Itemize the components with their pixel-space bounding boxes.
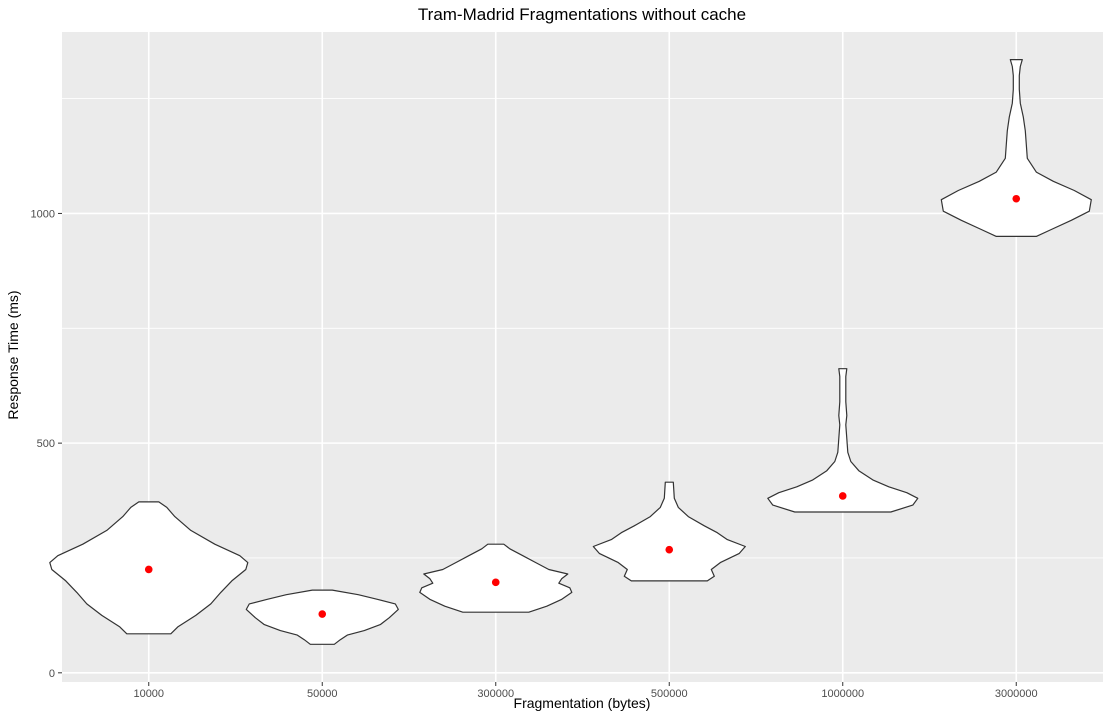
violins-layer (49, 59, 1092, 645)
x-axis-title: Fragmentation (bytes) (514, 695, 651, 711)
y-axis-title: Response Time (ms) (5, 290, 21, 419)
mean-point-300000 (491, 578, 500, 587)
mean-points-layer (144, 194, 1021, 618)
violin-3000000 (940, 59, 1092, 237)
violin-300000 (419, 543, 573, 613)
x-tick-label: 500000 (651, 688, 688, 700)
x-tick-label: 300000 (477, 688, 514, 700)
x-tick-label: 3000000 (995, 688, 1038, 700)
y-tick-label: 0 (49, 668, 55, 680)
mean-point-500000 (665, 545, 674, 554)
y-tick-label: 500 (37, 438, 55, 450)
mean-point-3000000 (1012, 194, 1021, 203)
mean-point-10000 (144, 565, 153, 574)
x-axis: 10000 50000 300000 500000 1000000 3000000 (133, 682, 1038, 700)
x-tick-label: 1000000 (821, 688, 864, 700)
x-tick-label: 10000 (133, 688, 164, 700)
violin-1000000 (767, 368, 919, 513)
violin-500000 (592, 481, 746, 582)
y-tick-label: 1000 (31, 208, 55, 220)
chart-title: Tram-Madrid Fragmentations without cache (418, 5, 746, 24)
x-tick-label: 50000 (307, 688, 338, 700)
mean-point-50000 (318, 610, 327, 618)
y-axis: 0 500 1000 (31, 208, 62, 680)
mean-point-1000000 (838, 492, 847, 500)
